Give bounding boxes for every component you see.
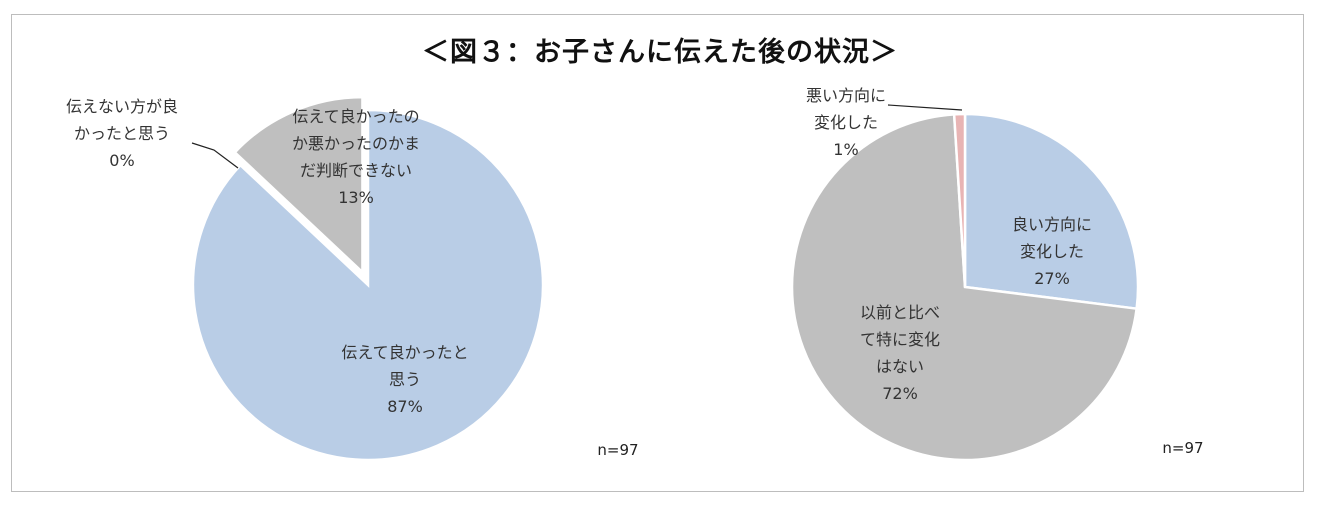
slice-label: 悪い方向に変化した 1%	[806, 86, 886, 159]
sample-size-note: n=97	[597, 441, 638, 459]
chart-title: ＜図３：お子さんに伝えた後の状況＞	[422, 37, 898, 68]
pie-slice	[191, 108, 545, 462]
pie-slice	[963, 112, 1140, 311]
slice-label: 伝えて良かったと思う 87%	[341, 343, 468, 416]
pie-slice	[790, 113, 1139, 462]
slice-label: 良い方向に変化した 27%	[1012, 215, 1092, 288]
pie-slice	[952, 112, 967, 288]
slice-label: 伝えない方が良かったと思う 0%	[66, 97, 178, 170]
leader-line	[887, 104, 963, 111]
slice-label: 以前と比べて特に変化はない 72%	[860, 303, 940, 403]
slice-label: 伝えて良かったのか悪かったのかまだ判断できない 13%	[292, 107, 420, 207]
pie-slice	[233, 95, 364, 276]
leader-line	[191, 142, 239, 169]
sample-size-note: n=97	[1162, 439, 1203, 457]
